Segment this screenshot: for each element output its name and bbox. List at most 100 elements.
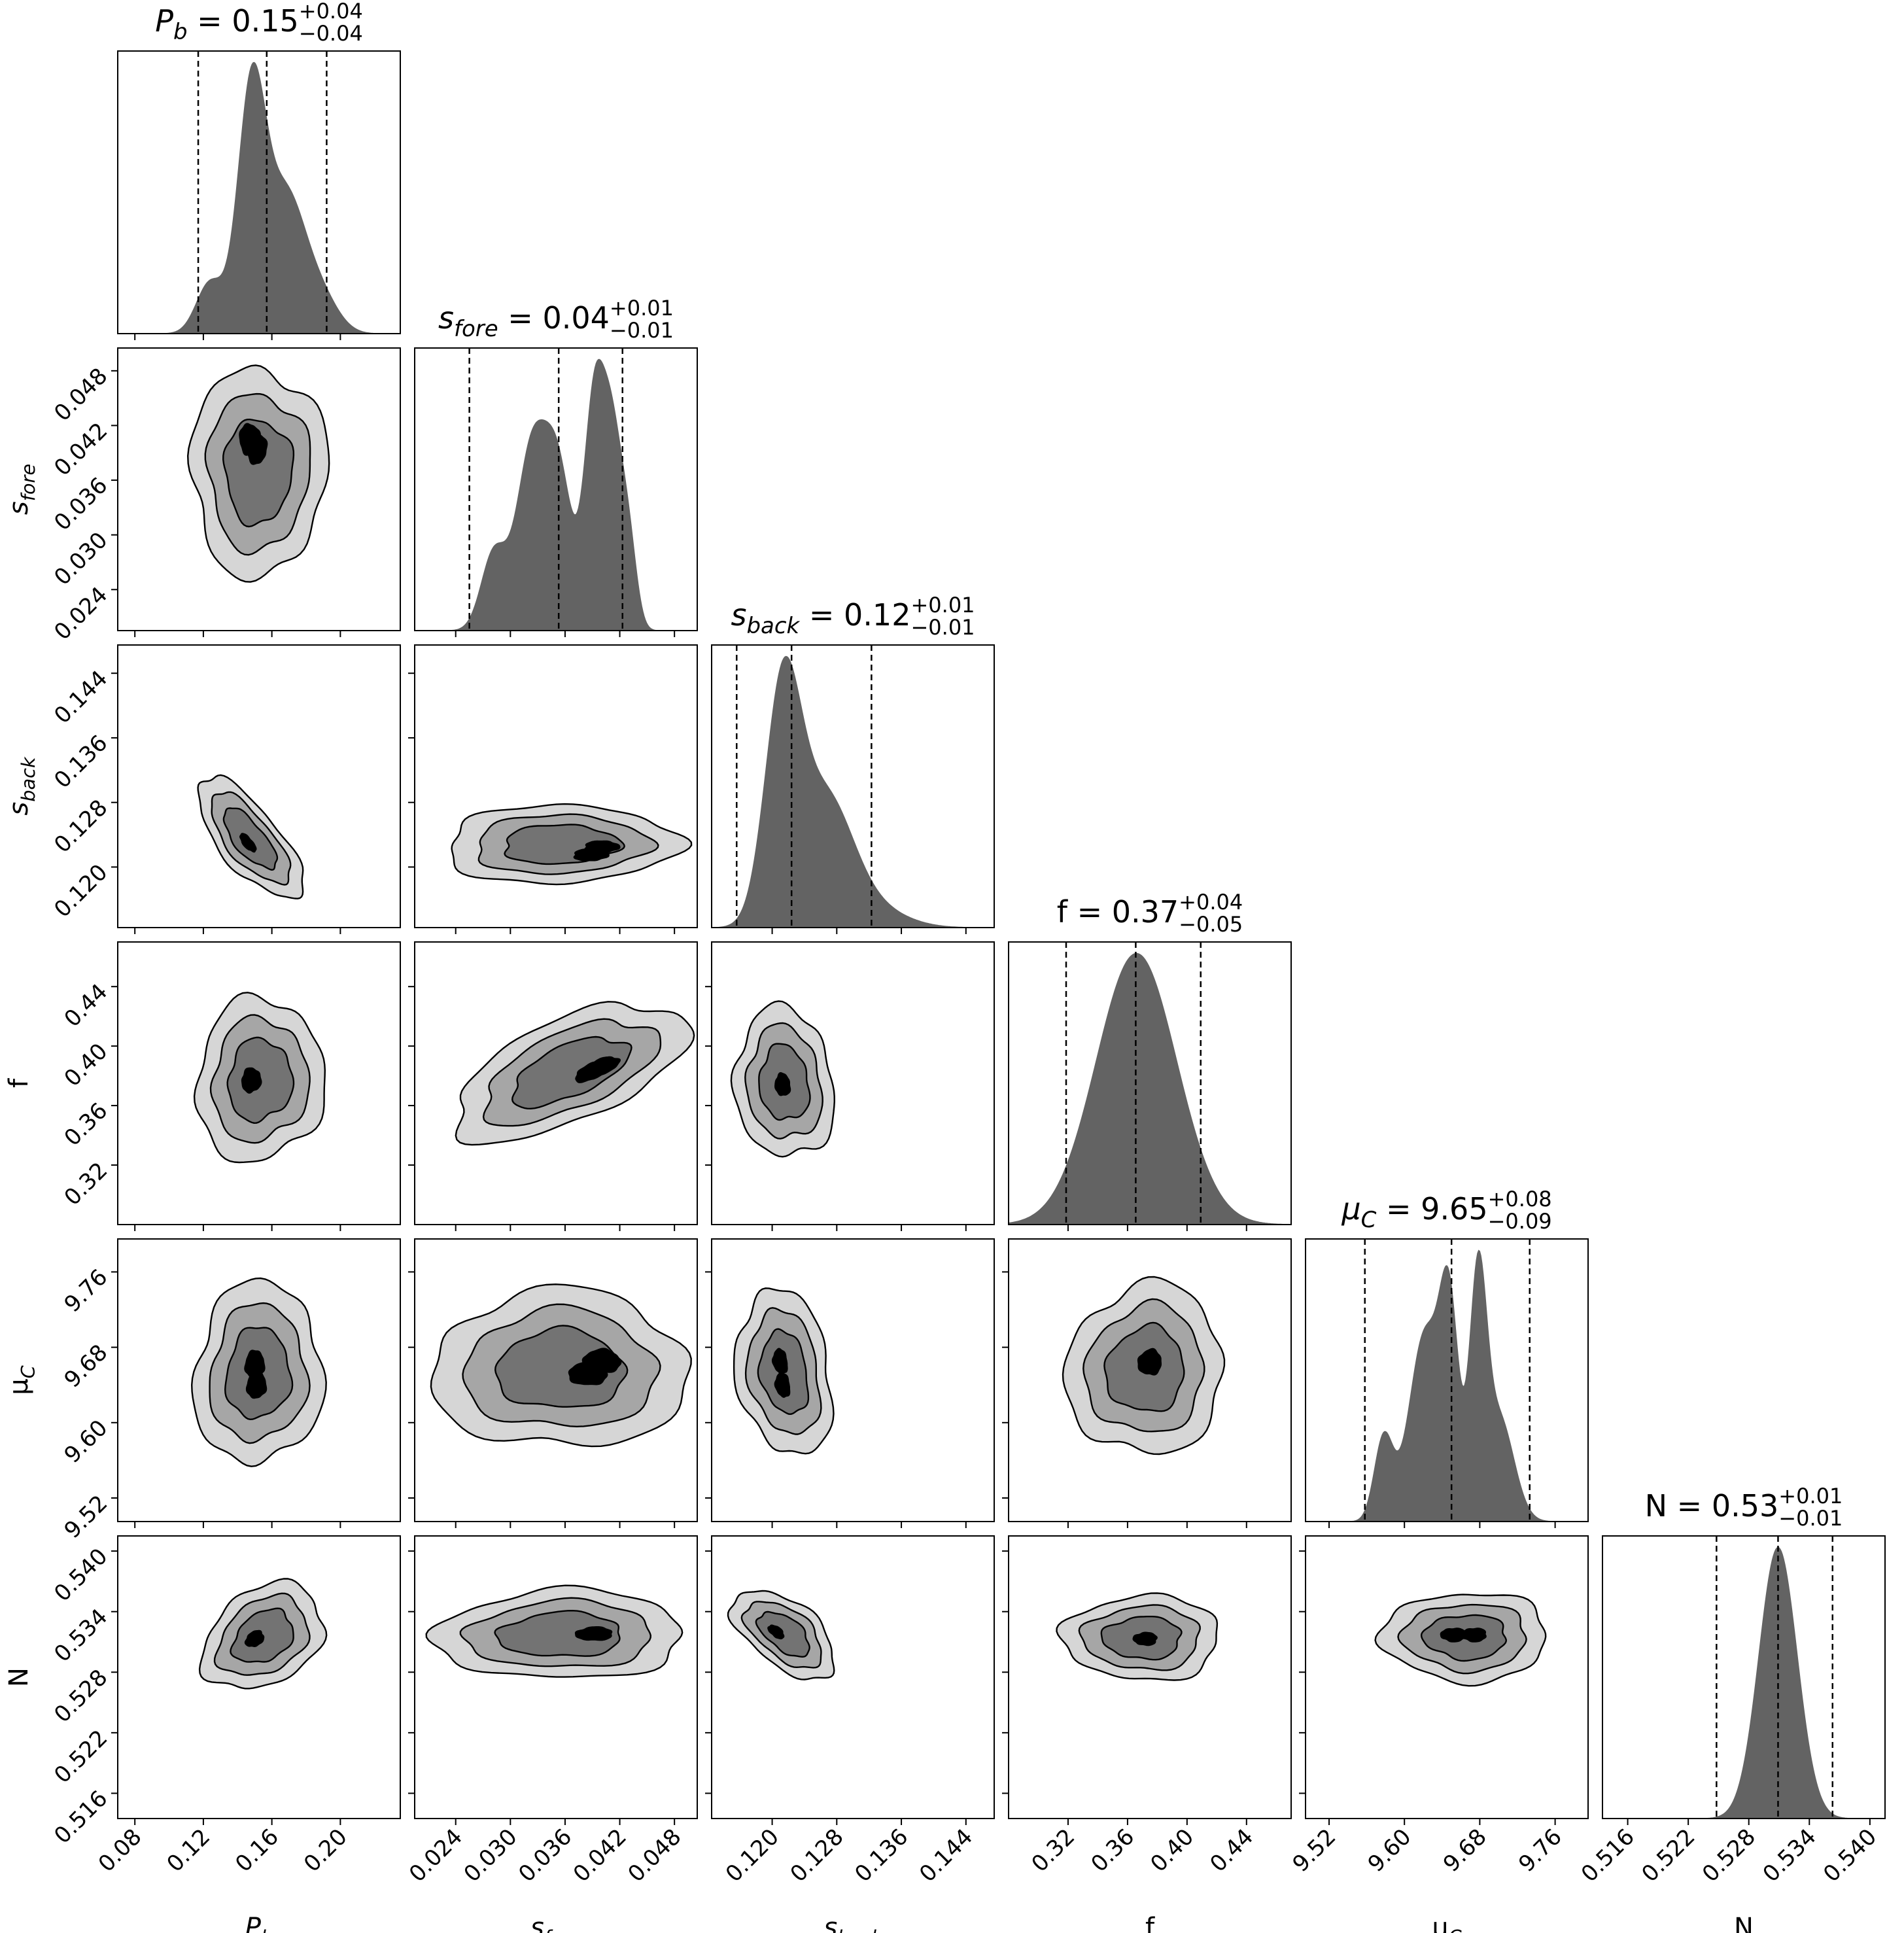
x-tick-label: 0.120	[721, 1824, 784, 1887]
x-tick-label: 0.40	[1145, 1824, 1199, 1877]
y-tick-label: 0.042	[49, 418, 113, 481]
axes-frame	[117, 644, 401, 928]
axes-frame	[1602, 1535, 1886, 1819]
y-axis-label-sfore-sub: fore	[17, 464, 39, 501]
x-tick-label: 9.68	[1438, 1824, 1492, 1877]
plot-area	[1056, 1592, 1219, 1681]
plot-area	[430, 1283, 692, 1448]
plot-area	[193, 992, 326, 1164]
y-axis-label-sback-sub: back	[17, 756, 39, 802]
hist-panel-Pb: Pb = 0.15+0.04−0.04	[117, 0, 401, 340]
y-tick-label: 0.32	[60, 1157, 113, 1211]
x-tick-label: 0.528	[1697, 1824, 1761, 1887]
plot-area	[730, 1000, 835, 1158]
plot-area	[198, 1578, 328, 1690]
title-minus: −0.01	[910, 615, 975, 640]
plot-area	[712, 645, 994, 928]
axes-frame	[414, 941, 698, 1225]
title-value: 0.12	[844, 597, 910, 633]
contour-level-4	[771, 1348, 788, 1374]
x-axis-label-sback-base: s	[823, 1913, 837, 1933]
contour-panel-sfore-f	[408, 941, 698, 1231]
title-N: N = 0.53+0.01	[1645, 1484, 1843, 1524]
contour-level-4	[245, 432, 268, 465]
title-minus: −0.05	[1179, 912, 1243, 937]
axes-frame	[414, 347, 698, 631]
contour-level-4	[774, 1371, 791, 1398]
title-sback: sback = 0.12+0.01	[731, 593, 975, 639]
x-axis-label-f: f	[1145, 1913, 1155, 1933]
axes-frame	[711, 941, 995, 1225]
axes-frame	[414, 644, 698, 928]
axes-frame	[117, 50, 401, 334]
y-tick-label: 0.144	[49, 665, 113, 729]
contour-level-4	[774, 1072, 791, 1096]
title-plus: +0.01	[1778, 1484, 1843, 1508]
plot-area	[187, 364, 330, 583]
title-symbol: μ	[1341, 1191, 1360, 1227]
x-tick-label: 9.60	[1363, 1824, 1417, 1877]
axes-frame	[1008, 1535, 1292, 1819]
y-tick-label: 0.120	[49, 860, 113, 923]
contour-panel-sback-f	[705, 941, 995, 1231]
plot-area	[425, 1584, 684, 1678]
contour-panel-Pb-N: 0.08 0.12 0.16 0.20 0.5160.5220.5280.5340.54…	[4, 1535, 401, 1933]
x-tick-label: 9.52	[1288, 1824, 1341, 1877]
contour-level-4	[245, 1370, 268, 1399]
contour-panel-sfore-muC	[408, 1238, 698, 1528]
x-axis-label-sfore-sub: fore	[544, 1926, 581, 1933]
title-subscript: back	[746, 613, 800, 639]
histogram-fill	[1009, 952, 1291, 1225]
contour-level-4	[767, 1624, 785, 1640]
title-value: 0.53	[1712, 1488, 1778, 1524]
y-axis-label-f-base: f	[4, 1078, 34, 1088]
y-tick-label: 0.534	[49, 1604, 113, 1667]
x-tick-label: 0.042	[568, 1824, 632, 1887]
plot-area	[118, 51, 400, 334]
plot-area	[415, 348, 697, 631]
title-minus: −0.01	[610, 318, 674, 343]
contour-level-3	[494, 1325, 629, 1408]
y-tick-label: 9.76	[60, 1264, 113, 1317]
title-plus: +0.04	[299, 0, 363, 24]
title-plus: +0.01	[910, 593, 975, 618]
axes-frame	[414, 1238, 698, 1522]
title-sfore: sfore = 0.04+0.01	[438, 296, 674, 342]
axes-frame	[711, 1535, 995, 1819]
y-tick-label: 9.68	[60, 1340, 113, 1393]
title-symbol: s	[731, 597, 746, 633]
histogram-fill	[415, 358, 697, 631]
x-tick-label: 0.522	[1636, 1824, 1700, 1887]
x-tick-label: 0.516	[1576, 1824, 1640, 1887]
histogram-fill	[1306, 1249, 1588, 1522]
contour-panel-f-muC	[1002, 1238, 1292, 1528]
title-subscript: fore	[454, 316, 498, 342]
hist-panel-N: N = 0.53+0.01−0.010.5160.5220.5280.5340.…	[1576, 1484, 1886, 1933]
x-axis-label-N-base: N	[1734, 1913, 1754, 1933]
plot-area	[1009, 942, 1291, 1225]
plot-area	[197, 774, 304, 899]
contour-panel-sback-muC	[705, 1238, 995, 1528]
contour-panel-muC-N: 9.52 9.60 9.68 9.76 μC	[1288, 1535, 1589, 1933]
plot-area	[1374, 1593, 1547, 1687]
plot-area	[733, 1287, 835, 1455]
hist-panel-sfore: sfore = 0.04+0.01−0.01	[414, 296, 698, 637]
x-tick-label: 9.76	[1514, 1824, 1567, 1877]
y-tick-label: 0.030	[49, 527, 113, 591]
x-tick-label: 0.534	[1758, 1824, 1822, 1887]
y-axis-label-N: N	[4, 1667, 34, 1687]
title-value: 0.04	[542, 300, 609, 336]
x-axis-label-muC-base: μ	[1432, 1913, 1448, 1933]
title-symbol: N	[1645, 1488, 1667, 1524]
y-axis-label-muC: μC	[4, 1365, 39, 1395]
histogram-fill	[1602, 1546, 1885, 1819]
y-axis-label-sfore: sfore	[4, 464, 39, 515]
y-tick-label: 0.36	[60, 1098, 113, 1151]
title-plus: +0.04	[1179, 890, 1243, 914]
title-symbol: f	[1057, 894, 1069, 930]
x-tick-label: 0.36	[1086, 1824, 1139, 1877]
x-axis-label-muC-sub: C	[1449, 1926, 1463, 1933]
